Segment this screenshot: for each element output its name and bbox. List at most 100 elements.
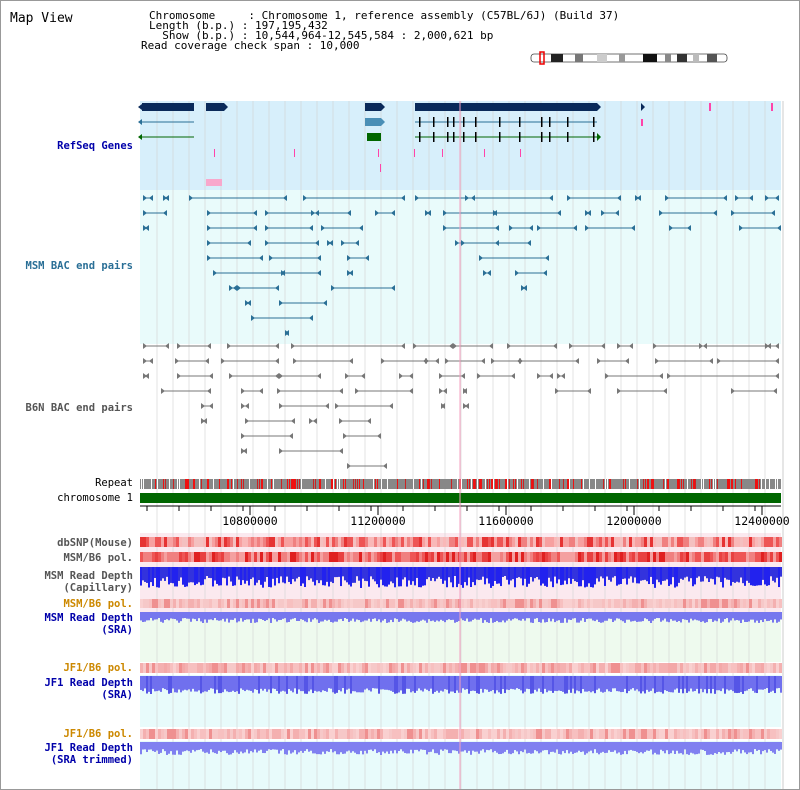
depth-bar: [622, 676, 624, 692]
depth-bar: [570, 742, 572, 752]
jf1-read-depth-label[interactable]: JF1 Read Depth (SRA): [44, 677, 133, 701]
heat-cell: [164, 552, 167, 562]
depth-bar: [350, 612, 352, 621]
repeat-segment: [219, 479, 220, 489]
depth-bar: [452, 742, 454, 751]
heat-cell: [743, 729, 746, 739]
depth-bar: [628, 612, 630, 620]
heat-cell: [533, 552, 536, 562]
jf1-b6-pol-label[interactable]: JF1/B6 pol.: [63, 662, 133, 674]
bac-end: [317, 270, 321, 276]
depth-bar: [562, 567, 564, 585]
bac-end: [247, 240, 251, 246]
heat-cell: [749, 729, 752, 739]
heat-cell: [779, 729, 782, 739]
depth-bar: [604, 742, 606, 754]
dbsnp-label[interactable]: dbSNP(Mouse): [57, 537, 133, 549]
depth-bar: [240, 676, 242, 689]
chromosome-ideogram[interactable]: [530, 51, 728, 65]
bac-end: [265, 210, 269, 216]
msm-read-depth-capillary-label[interactable]: MSM Read Depth (Capillary): [44, 570, 133, 594]
msm-bac-pairs[interactable]: [143, 195, 781, 336]
b6n-bac-pairs[interactable]: [143, 343, 779, 469]
heat-cell: [179, 599, 182, 608]
repeat-segment: [563, 479, 564, 489]
depth-bar: [578, 612, 580, 623]
repeat-segment: [533, 479, 534, 489]
heat-cell: [374, 599, 377, 608]
depth-bar: [386, 612, 388, 623]
bac-end: [665, 195, 669, 201]
depth-bar: [542, 567, 544, 584]
heat-cell: [749, 663, 752, 673]
depth-bar: [170, 567, 172, 583]
chromosome-label[interactable]: chromosome 1: [57, 492, 133, 504]
depth-bar: [372, 567, 374, 580]
depth-bar: [688, 742, 690, 755]
depth-bar: [202, 676, 204, 693]
depth-bar: [614, 612, 616, 621]
bac-end: [537, 373, 541, 379]
depth-bar: [686, 567, 688, 577]
msm-read-depth-sra-label[interactable]: MSM Read Depth (SRA): [44, 612, 133, 636]
heat-cell: [704, 599, 707, 608]
depth-bar: [272, 676, 274, 689]
depth-bar: [650, 612, 652, 623]
repeat-segment: [491, 479, 493, 489]
depth-bar: [536, 567, 538, 577]
heat-cell: [398, 663, 401, 673]
heat-cell: [596, 537, 599, 547]
heat-cell: [749, 537, 752, 547]
msm-b6-pol-sra-label[interactable]: MSM/B6 pol.: [63, 598, 133, 610]
heat-cell: [647, 552, 650, 562]
heat-cell: [140, 663, 143, 673]
jf1-b6-pol-trim-label[interactable]: JF1/B6 pol.: [63, 728, 133, 740]
refseq-genes[interactable]: [138, 103, 773, 186]
repeat-segment: [151, 479, 152, 489]
heat-cell: [209, 552, 212, 562]
repeat-segment: [765, 479, 766, 489]
heat-cell: [761, 552, 764, 562]
heat-cell: [656, 663, 659, 673]
depth-bar: [724, 742, 726, 755]
depth-bar: [512, 612, 514, 620]
read-depth-tracks[interactable]: [140, 567, 782, 755]
depth-bar: [724, 567, 726, 578]
heat-cell: [257, 552, 260, 562]
exon: [475, 117, 477, 127]
refseq-label[interactable]: RefSeq Genes: [57, 140, 133, 152]
bac-end: [339, 418, 343, 424]
b6n-bac-label[interactable]: B6N BAC end pairs: [25, 402, 133, 414]
repeat-segment: [177, 479, 178, 489]
repeat-label[interactable]: Repeat: [95, 477, 133, 489]
msm-b6-pol-label[interactable]: MSM/B6 pol.: [63, 552, 133, 564]
heat-cell: [743, 663, 746, 673]
heatmap-tracks[interactable]: [140, 537, 782, 739]
heat-cell: [320, 537, 323, 547]
heat-cell: [446, 599, 449, 608]
depth-bar: [330, 742, 332, 750]
depth-bar: [406, 567, 408, 587]
heat-cell: [740, 537, 743, 547]
depth-bar: [652, 742, 654, 755]
heat-cell: [419, 552, 422, 562]
heat-cell: [743, 552, 746, 562]
depth-bar: [654, 742, 656, 753]
heat-cell: [269, 537, 272, 547]
depth-bar: [388, 612, 390, 623]
depth-bar: [242, 676, 244, 690]
heat-cell: [449, 729, 452, 739]
msm-bac-label[interactable]: MSM BAC end pairs: [25, 260, 133, 272]
depth-bar: [764, 567, 766, 585]
repeat-segment: [479, 479, 481, 489]
repeat-segment: [241, 479, 242, 489]
heat-cell: [143, 729, 146, 739]
repeat-segment: [715, 479, 716, 489]
depth-bar: [778, 676, 780, 689]
heat-cell: [722, 729, 725, 739]
jf1-read-depth-trim-label[interactable]: JF1 Read Depth (SRA trimmed): [44, 742, 133, 766]
depth-bar: [598, 612, 600, 623]
depth-bar: [570, 676, 572, 693]
repeat-segment: [489, 479, 490, 489]
